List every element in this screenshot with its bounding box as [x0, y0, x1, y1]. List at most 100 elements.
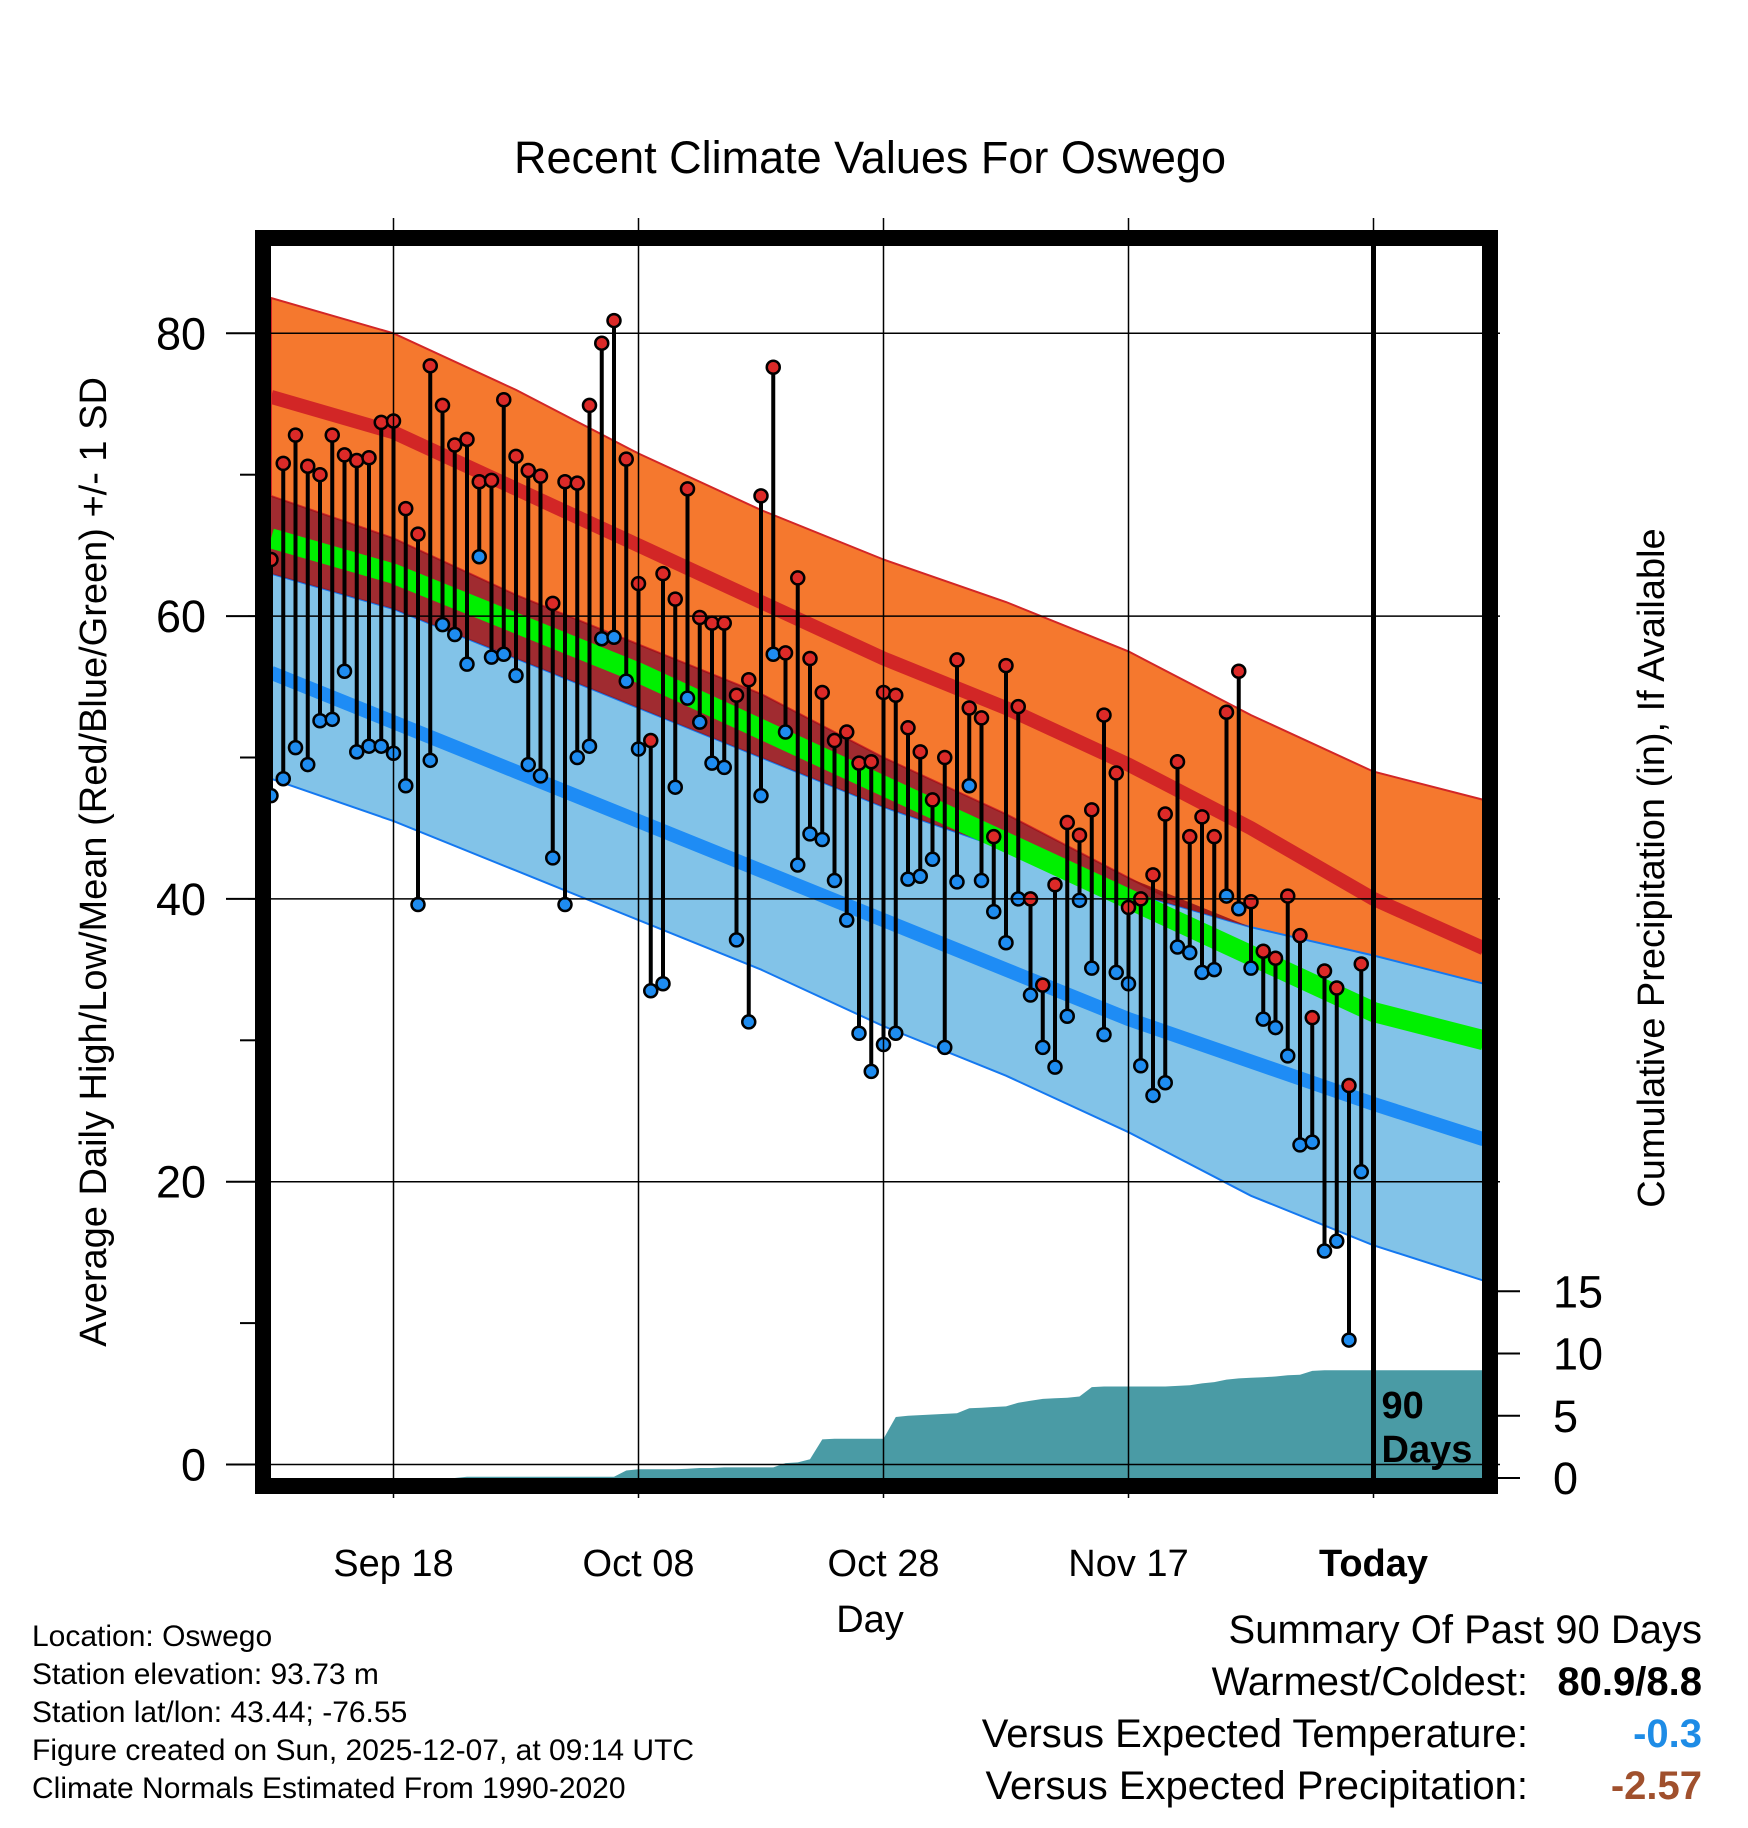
daily-low-point [594, 630, 610, 647]
daily-low-point [802, 826, 818, 842]
daily-high-point [581, 397, 598, 414]
daily-low-point [777, 724, 794, 740]
daily-low-point [973, 872, 990, 889]
daily-high-point [973, 710, 990, 726]
daily-low-point [1353, 1164, 1369, 1180]
daily-low-point [300, 756, 316, 773]
daily-low-point [912, 868, 928, 885]
daily-high-point [1010, 698, 1026, 715]
daily-high-point [520, 462, 536, 479]
daily-high-point [900, 720, 916, 736]
daily-high-point [1182, 828, 1198, 845]
daily-low-point [606, 629, 622, 646]
x-tick-label: Nov 17 [1068, 1543, 1188, 1585]
daily-low-point [863, 1063, 879, 1080]
daily-low-point [1035, 1039, 1051, 1056]
daily-high-point [545, 595, 561, 612]
daily-low-point [1206, 961, 1222, 978]
daily-high-point [667, 591, 683, 607]
y-tick-label: 40 [156, 874, 206, 925]
y2-tick-label: 10 [1553, 1329, 1603, 1380]
daily-low-point [1022, 987, 1039, 1003]
daily-low-point [1047, 1059, 1063, 1075]
daily-high-point [1341, 1077, 1357, 1094]
daily-high-point [888, 687, 904, 704]
daily-low-point [1292, 1137, 1308, 1153]
daily-low-point [728, 932, 745, 948]
daily-low-point [532, 768, 549, 784]
daily-low-point [753, 787, 769, 804]
daily-low-point [937, 1039, 953, 1056]
daily-low-point [410, 896, 426, 913]
today-days-label: Days [1382, 1429, 1473, 1471]
daily-low-point [557, 896, 573, 913]
daily-low-point [447, 626, 463, 643]
daily-low-point [1108, 964, 1124, 981]
daily-low-point [1255, 1011, 1271, 1027]
daily-low-point [924, 851, 941, 868]
daily-high-point [765, 359, 781, 375]
daily-low-point [851, 1025, 867, 1041]
daily-high-point [961, 700, 977, 716]
normals-text: Climate Normals Estimated From 1990-2020 [32, 1772, 626, 1805]
daily-low-point [1169, 939, 1186, 955]
daily-low-point [398, 778, 414, 794]
daily-high-point [1267, 950, 1284, 967]
y-tick-label: 80 [156, 308, 206, 359]
daily-low-point [655, 975, 671, 992]
daily-high-point [1145, 867, 1161, 883]
daily-high-point [1329, 980, 1345, 996]
daily-high-point [753, 488, 769, 504]
daily-high-point [1035, 977, 1051, 993]
daily-low-point [459, 656, 475, 672]
daily-low-point [271, 787, 279, 804]
x-tick-label: Today [1319, 1543, 1428, 1585]
daily-low-point [790, 857, 806, 873]
daily-high-point [300, 458, 316, 474]
daily-high-point [679, 481, 696, 497]
daily-high-point [594, 335, 610, 351]
chart-title: Recent Climate Values For Oswego [514, 132, 1226, 183]
daily-low-point [324, 711, 340, 728]
daily-low-point [839, 912, 855, 928]
daily-high-point [361, 449, 377, 466]
daily-high-point [275, 455, 291, 472]
daily-low-point [1267, 1019, 1284, 1036]
daily-high-point [716, 615, 732, 631]
y-tick-label: 60 [156, 591, 206, 642]
daily-high-point [1292, 927, 1308, 944]
daily-high-point [373, 414, 389, 431]
daily-low-point [1071, 892, 1088, 909]
daily-high-point [271, 551, 279, 568]
daily-high-point [643, 732, 659, 749]
daily-low-point [1329, 1233, 1345, 1249]
daily-low-point [1341, 1332, 1357, 1348]
x-tick-label: Sep 18 [333, 1543, 453, 1585]
daily-low-point [434, 616, 451, 633]
daily-high-point [1316, 963, 1333, 979]
daily-high-point [287, 427, 304, 443]
daily-high-point [1071, 827, 1088, 844]
daily-high-point [1280, 888, 1296, 904]
daily-low-point [986, 903, 1002, 920]
latlon-text: Station lat/lon: 43.44; -76.55 [32, 1696, 408, 1729]
daily-low-point [1084, 960, 1100, 976]
daily-high-point [422, 358, 438, 374]
daily-high-point [459, 431, 475, 448]
y2-tick-label: 15 [1553, 1266, 1603, 1317]
location-text: Location: Oswego [32, 1620, 273, 1653]
plot-frame [255, 230, 1498, 1494]
temp-departure-value: -0.3 [1633, 1712, 1702, 1756]
daily-low-point [1096, 1026, 1112, 1043]
daily-high-point [569, 475, 585, 491]
daily-low-point [349, 744, 365, 760]
daily-high-point [410, 526, 426, 542]
daily-low-point [422, 752, 438, 769]
daily-low-point [949, 874, 965, 890]
daily-high-point [1108, 765, 1124, 781]
daily-high-point [692, 609, 708, 626]
daily-high-point [532, 468, 549, 484]
daily-high-point [655, 565, 671, 582]
